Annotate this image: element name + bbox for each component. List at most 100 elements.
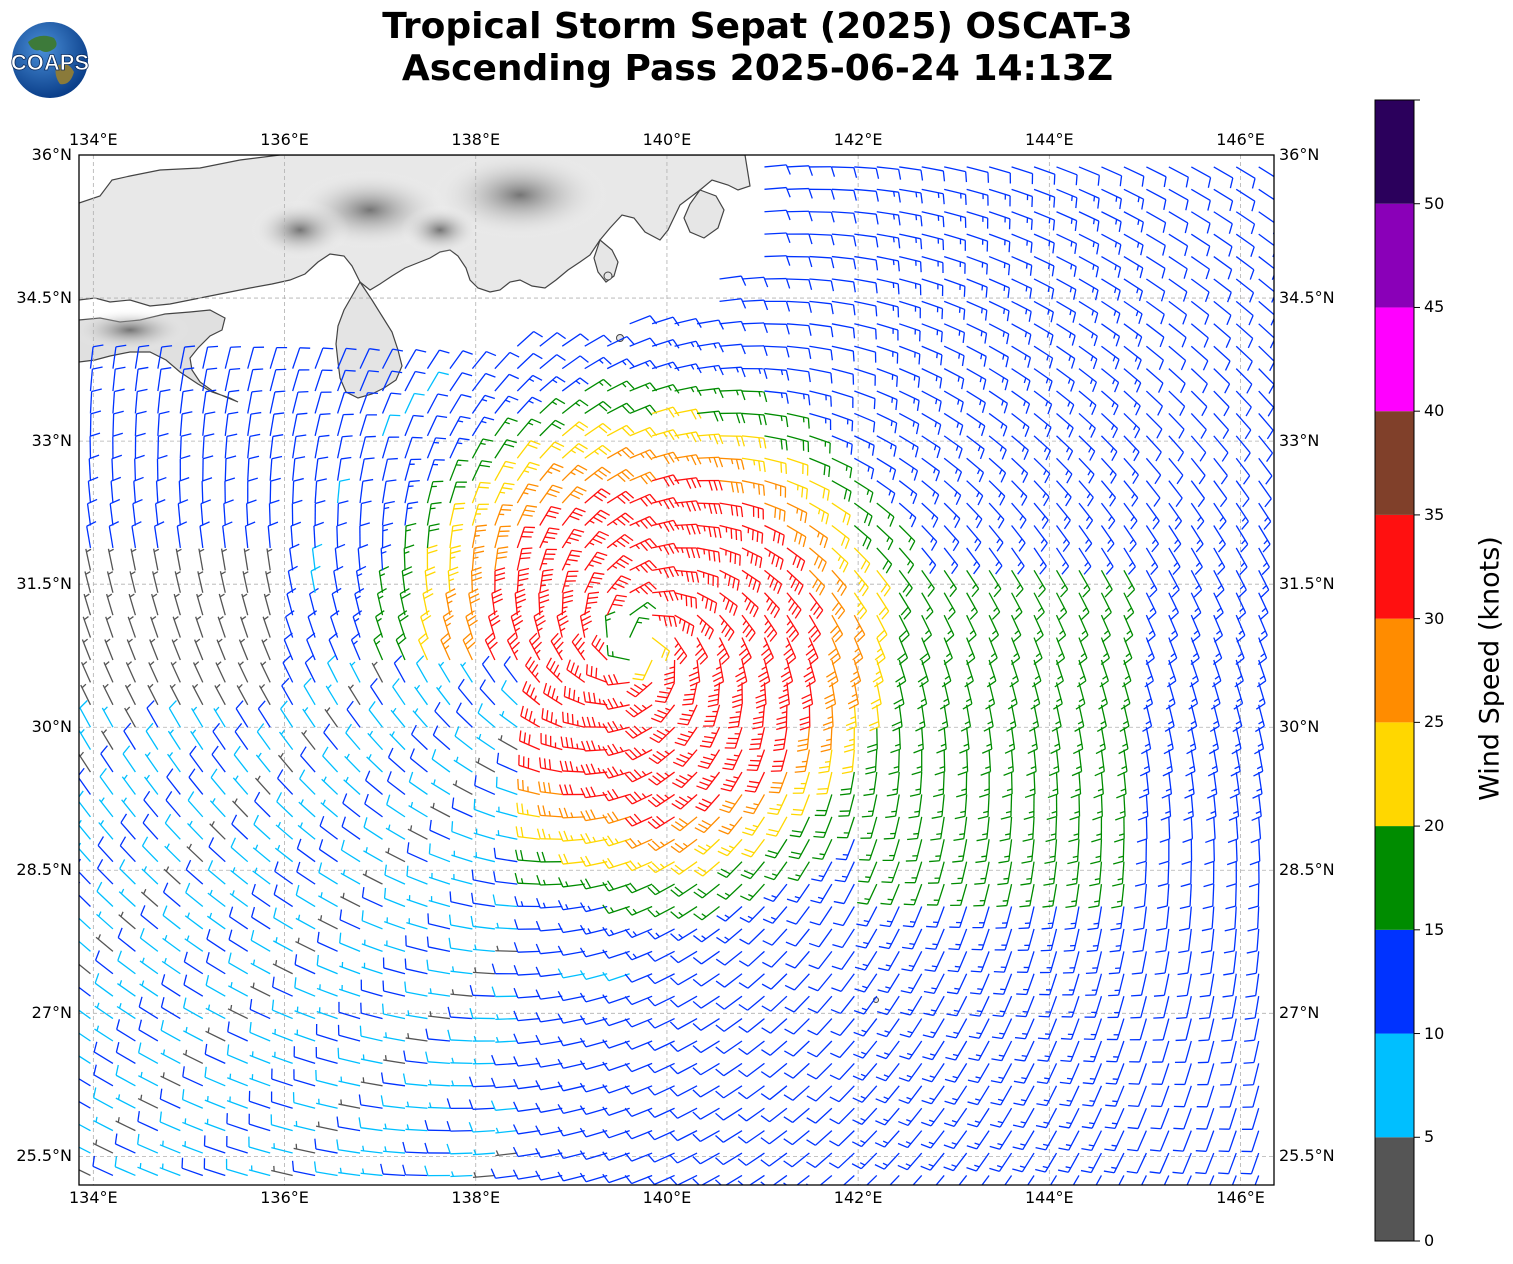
wind-barb bbox=[762, 950, 788, 968]
wind-barb bbox=[360, 1168, 383, 1177]
wind-barb bbox=[162, 882, 181, 908]
wind-barb bbox=[450, 1080, 473, 1087]
wind-barb bbox=[951, 861, 968, 885]
wind-barb bbox=[999, 816, 1013, 842]
wind-barb bbox=[1178, 928, 1192, 954]
wind-barb bbox=[876, 614, 888, 643]
wind-barb bbox=[170, 661, 181, 683]
wind-barb bbox=[1190, 570, 1203, 598]
wind-barb bbox=[1186, 727, 1197, 755]
wind-barb bbox=[993, 973, 1013, 995]
wind-barb bbox=[1227, 816, 1239, 844]
wind-barb bbox=[761, 973, 788, 990]
wind-barb bbox=[692, 1107, 720, 1120]
wind-barb bbox=[1060, 1018, 1080, 1040]
wind-barb bbox=[469, 1007, 495, 1020]
wind-barb bbox=[1033, 480, 1050, 507]
wind-barb bbox=[921, 547, 937, 574]
wind-barb bbox=[919, 637, 931, 666]
wind-barb bbox=[123, 722, 136, 750]
wind-barb bbox=[581, 740, 608, 752]
wind-barb bbox=[561, 333, 589, 347]
wind-barb bbox=[855, 928, 878, 949]
wind-barb bbox=[964, 659, 974, 688]
wind-barb bbox=[214, 683, 226, 706]
wind-barb bbox=[741, 592, 759, 618]
wind-barb bbox=[1078, 233, 1100, 255]
wind-barb bbox=[255, 752, 271, 773]
wind-barb bbox=[1168, 480, 1183, 508]
wind-barb bbox=[409, 748, 428, 773]
wind-barb bbox=[792, 771, 811, 794]
wind-barb bbox=[624, 1085, 653, 1095]
wind-barb bbox=[1113, 816, 1125, 843]
wind-barb bbox=[1078, 323, 1098, 347]
wind-barb bbox=[1015, 995, 1035, 1018]
wind-barb bbox=[1258, 323, 1274, 349]
wind-barb bbox=[1033, 502, 1049, 530]
wind-barb bbox=[256, 723, 271, 751]
wind-barb bbox=[112, 432, 123, 459]
wind-barb bbox=[314, 456, 329, 481]
wind-barb bbox=[606, 468, 635, 483]
wind-barb bbox=[868, 704, 880, 732]
wind-barb bbox=[468, 1122, 495, 1133]
wind-barb bbox=[154, 499, 166, 526]
wind-barb bbox=[1083, 1018, 1103, 1041]
wind-barb bbox=[1145, 592, 1157, 621]
wind-barb bbox=[449, 437, 470, 459]
wind-barb bbox=[249, 999, 271, 1020]
wind-barb bbox=[944, 188, 967, 206]
wind-barb bbox=[359, 478, 374, 504]
lon-bottom-label-4: 142°E bbox=[833, 1188, 883, 1207]
wind-barb bbox=[888, 749, 900, 775]
wind-barb bbox=[1106, 1018, 1125, 1041]
wind-barb bbox=[921, 345, 943, 366]
wind-barb bbox=[1235, 323, 1254, 349]
wind-barb bbox=[953, 816, 968, 841]
wind-barb bbox=[138, 996, 159, 1020]
wind-barb bbox=[1056, 368, 1075, 392]
lon-bottom-label-1: 136°E bbox=[260, 1188, 309, 1207]
wind-barb bbox=[359, 1025, 383, 1042]
wind-barb bbox=[1070, 772, 1082, 799]
wind-barb bbox=[359, 500, 372, 526]
wind-barb bbox=[695, 794, 721, 812]
wind-barb bbox=[1174, 1063, 1192, 1086]
wind-barb bbox=[293, 1120, 316, 1132]
wind-barb bbox=[389, 731, 406, 751]
wind-barb bbox=[137, 1042, 159, 1064]
wind-barb bbox=[535, 1125, 563, 1136]
wind-barb bbox=[359, 414, 377, 437]
wind-barb bbox=[947, 951, 968, 973]
wind-barb bbox=[778, 682, 790, 709]
wind-barb bbox=[670, 905, 698, 919]
wind-barb bbox=[1106, 1040, 1125, 1063]
wind-barb bbox=[765, 816, 788, 837]
wind-barb bbox=[513, 942, 540, 953]
wind-barb bbox=[719, 366, 746, 378]
wind-barb bbox=[318, 892, 338, 908]
wind-barb bbox=[1111, 884, 1125, 909]
wind-barb bbox=[539, 568, 554, 593]
wind-barb bbox=[1168, 233, 1189, 257]
wind-barb bbox=[522, 681, 541, 706]
wind-barb bbox=[1226, 861, 1237, 888]
wind-barb bbox=[427, 1079, 450, 1087]
wind-barb bbox=[315, 1121, 338, 1132]
wind-barb bbox=[809, 166, 836, 177]
wind-barb bbox=[878, 951, 900, 972]
wind-barb bbox=[935, 1175, 945, 1185]
wind-barb bbox=[831, 569, 847, 597]
wind-barb bbox=[247, 433, 261, 459]
wind-barb bbox=[528, 632, 543, 661]
wind-barb bbox=[1197, 1063, 1215, 1086]
wind-barb bbox=[557, 1036, 585, 1047]
wind-barb bbox=[427, 1102, 450, 1109]
wind-barb bbox=[384, 864, 406, 885]
wind-barb bbox=[898, 480, 918, 505]
wind-barb bbox=[134, 410, 147, 436]
wind-barb bbox=[1001, 772, 1013, 798]
wind-barb bbox=[429, 819, 451, 840]
wind-barb bbox=[209, 820, 226, 840]
